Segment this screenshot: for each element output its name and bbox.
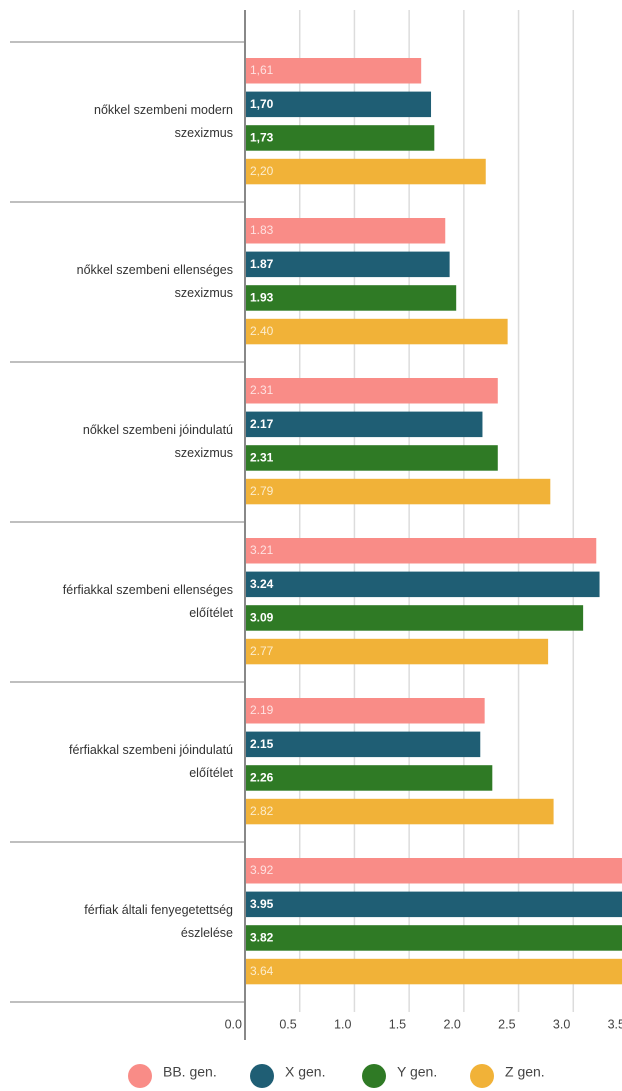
bar [245, 858, 622, 884]
value-label: 1.83 [250, 223, 274, 237]
value-label: 2.40 [250, 324, 274, 338]
value-label: 1.87 [250, 257, 274, 271]
category-label: szexizmus [175, 126, 233, 140]
value-label: 2.31 [250, 383, 274, 397]
x-tick-label: 3.5 [608, 1017, 622, 1031]
value-label: 1.93 [250, 290, 274, 304]
bar [245, 698, 485, 724]
value-label: 3.24 [250, 577, 274, 591]
x-tick-label: 2.5 [498, 1017, 515, 1031]
category-label: előítélet [189, 766, 233, 780]
bar [245, 478, 551, 505]
category-label: férfiakkal szembeni ellenséges [63, 583, 233, 597]
category-label: férfiakkal szembeni jóindulatú [69, 743, 233, 757]
bar [245, 605, 584, 631]
value-label: 1,73 [250, 130, 274, 144]
bar [245, 765, 493, 791]
x-tick-label: 0.0 [225, 1017, 242, 1031]
legend-label: Y gen. [397, 1064, 437, 1080]
x-tick-label: 0.5 [279, 1017, 296, 1031]
value-label: 2.17 [250, 417, 274, 431]
x-tick-label: 1.5 [389, 1017, 406, 1031]
value-label: 3.82 [250, 930, 274, 944]
bar [245, 731, 481, 758]
value-label: 2.15 [250, 737, 274, 751]
bar [245, 571, 600, 598]
value-label: 2,20 [250, 164, 274, 178]
category-label: észlelése [181, 926, 233, 940]
bar [245, 411, 483, 438]
value-label: 3.95 [250, 897, 274, 911]
value-label: 3.92 [250, 863, 274, 877]
bar [245, 891, 622, 918]
bar [245, 58, 422, 84]
bar [245, 538, 597, 564]
value-label: 3.21 [250, 543, 274, 557]
legend-label: X gen. [285, 1064, 325, 1080]
x-tick-label: 2.0 [443, 1017, 460, 1031]
bar [245, 925, 622, 951]
category-label: nőkkel szembeni jóindulatú [83, 423, 233, 437]
bar [245, 638, 549, 665]
legend-label: Z gen. [505, 1064, 545, 1080]
value-label: 2.19 [250, 703, 274, 717]
legend-marker [362, 1064, 386, 1088]
legend-marker [250, 1064, 274, 1088]
category-label: szexizmus [175, 286, 233, 300]
bar [245, 91, 432, 118]
bar [245, 378, 498, 404]
value-label: 3.64 [250, 964, 274, 978]
bar [245, 958, 622, 985]
category-label: nőkkel szembeni modern [94, 103, 233, 117]
legend-marker [128, 1064, 152, 1088]
value-label: 2.26 [250, 770, 274, 784]
bar [245, 125, 435, 151]
bar [245, 318, 508, 345]
value-label: 2.31 [250, 450, 274, 464]
legend-marker [470, 1064, 494, 1088]
bar [245, 251, 450, 278]
category-label: nőkkel szembeni ellenséges [77, 263, 233, 277]
x-tick-label: 3.0 [553, 1017, 570, 1031]
value-label: 2.77 [250, 644, 274, 658]
value-label: 2.82 [250, 804, 274, 818]
category-label: szexizmus [175, 446, 233, 460]
bar [245, 218, 446, 244]
bar [245, 285, 457, 311]
bar [245, 445, 498, 471]
legend-label: BB. gen. [163, 1064, 217, 1080]
value-label: 1,61 [250, 63, 274, 77]
category-label: előítélet [189, 606, 233, 620]
value-label: 1,70 [250, 97, 274, 111]
bar [245, 798, 554, 825]
value-label: 2.79 [250, 484, 274, 498]
category-label: férfiak általi fenyegetettség [84, 903, 233, 917]
value-label: 3.09 [250, 610, 274, 624]
bar [245, 158, 486, 185]
x-tick-label: 1.0 [334, 1017, 351, 1031]
